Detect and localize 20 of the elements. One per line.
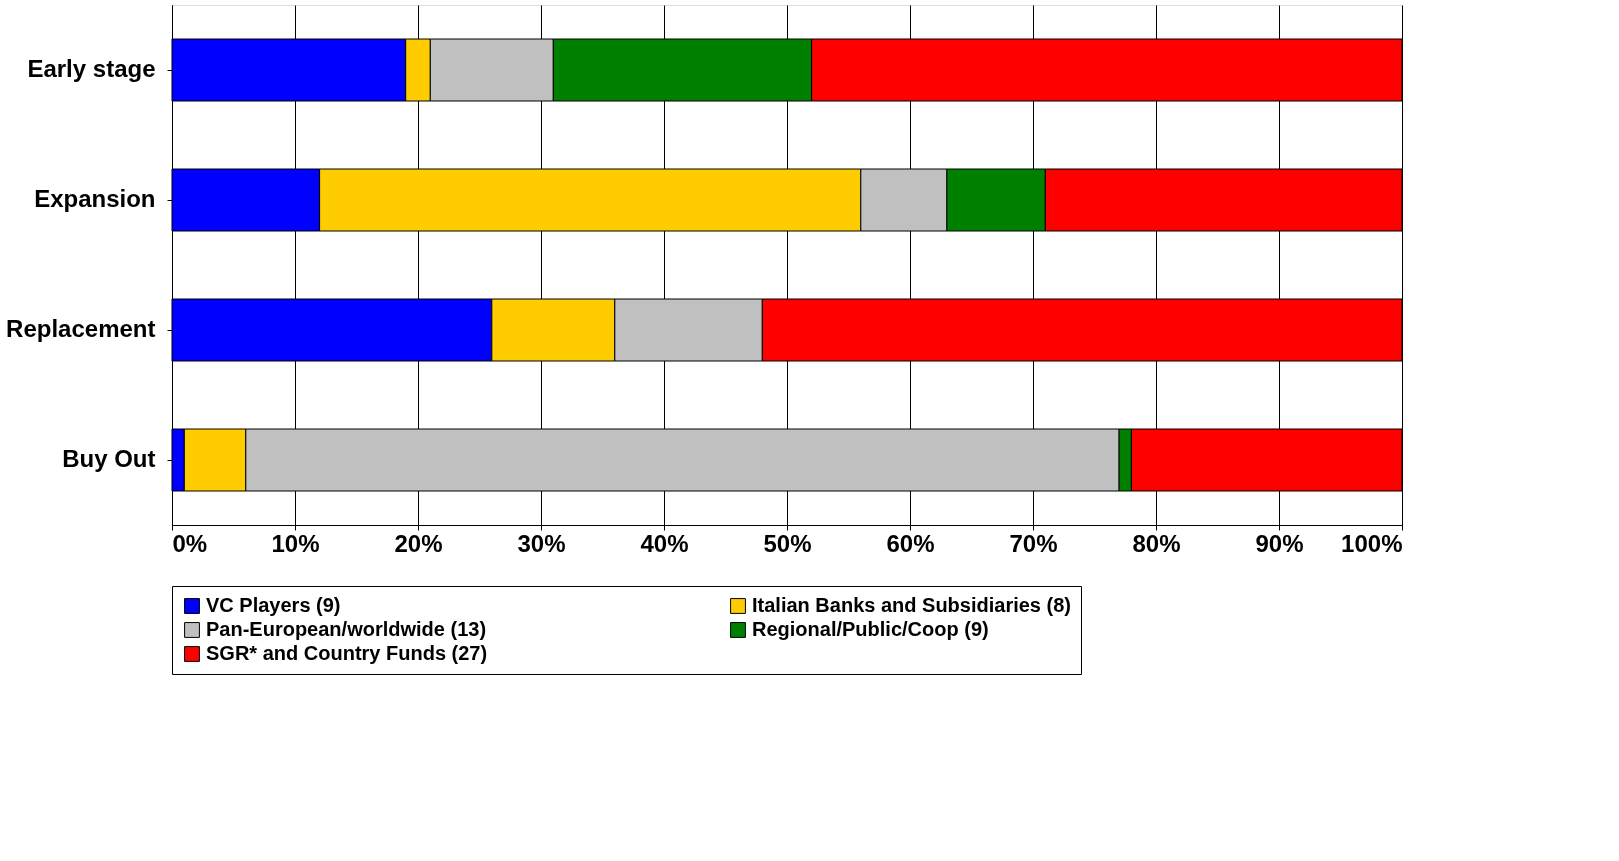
legend-label: VC Players (9) bbox=[206, 594, 341, 616]
legend-label: SGR* and Country Funds (27) bbox=[206, 642, 488, 664]
x-tick-label: 70% bbox=[1009, 529, 1058, 557]
x-tick-label: 80% bbox=[1132, 529, 1181, 557]
y-tick-label: Expansion bbox=[34, 185, 156, 212]
x-tick-label: 100% bbox=[1341, 529, 1403, 557]
x-tick-label: 90% bbox=[1255, 529, 1304, 557]
x-tick-label: 40% bbox=[640, 529, 689, 557]
x-tick-label: 0% bbox=[172, 529, 208, 557]
x-tick-label: 30% bbox=[517, 529, 566, 557]
x-tick-label: 60% bbox=[886, 529, 935, 557]
x-tick-label: 50% bbox=[763, 529, 812, 557]
legend-label: Regional/Public/Coop (9) bbox=[752, 618, 989, 640]
y-tick-label: Early stage bbox=[27, 55, 156, 82]
x-tick-label: 10% bbox=[271, 529, 320, 557]
y-tick-label: Buy Out bbox=[62, 445, 156, 472]
y-tick-label: Replacement bbox=[6, 315, 156, 342]
x-tick-label: 20% bbox=[394, 529, 443, 557]
legend-label: Pan-European/worldwide (13) bbox=[206, 618, 487, 640]
legend-label: Italian Banks and Subsidiaries (8) bbox=[752, 594, 1071, 616]
